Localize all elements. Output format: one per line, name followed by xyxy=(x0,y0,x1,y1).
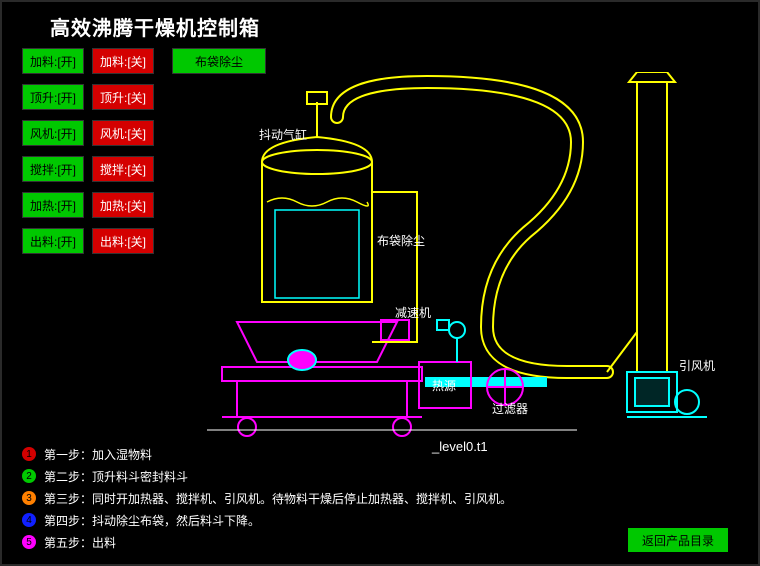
label-bagfilter: 布袋除尘 xyxy=(377,232,425,249)
step-number-dot: 4 xyxy=(22,513,36,527)
feed-on-button[interactable]: 加料:[开] xyxy=(22,48,84,74)
step-number-dot: 2 xyxy=(22,469,36,483)
step-row: 1 第一步：加入湿物料 xyxy=(22,444,512,464)
stir-off-button[interactable]: 搅拌:[关] xyxy=(92,156,154,182)
step-text: 第一步：加入湿物料 xyxy=(44,446,152,463)
feed-off-button[interactable]: 加料:[关] xyxy=(92,48,154,74)
control-button-grid: 加料:[开] 加料:[关] 顶升:[开] 顶升:[关] 风机:[开] 风机:[关… xyxy=(22,48,154,254)
discharge-off-button[interactable]: 出料:[关] xyxy=(92,228,154,254)
process-diagram: 抖动气缸 布袋除尘 减速机 热源 过滤器 引风机 xyxy=(167,72,717,452)
label-reducer: 减速机 xyxy=(395,304,431,321)
step-row: 2 第二步：顶升料斗密封料斗 xyxy=(22,466,512,486)
step-number-dot: 1 xyxy=(22,447,36,461)
heat-on-button[interactable]: 加热:[开] xyxy=(22,192,84,218)
label-fan: 引风机 xyxy=(679,357,715,374)
page-title: 高效沸腾干燥机控制箱 xyxy=(50,12,260,41)
steps-list: 1 第一步：加入湿物料 2 第二步：顶升料斗密封料斗 3 第三步：同时开加热器、搅拌机、引… xyxy=(22,444,512,554)
step-text: 第二步：顶升料斗密封料斗 xyxy=(44,468,188,485)
fan-on-button[interactable]: 风机:[开] xyxy=(22,120,84,146)
lift-off-button[interactable]: 顶升:[关] xyxy=(92,84,154,110)
lift-on-button[interactable]: 顶升:[开] xyxy=(22,84,84,110)
stir-on-button[interactable]: 搅拌:[开] xyxy=(22,156,84,182)
heat-off-button[interactable]: 加热:[关] xyxy=(92,192,154,218)
diagram-svg xyxy=(167,72,717,452)
fan-off-button[interactable]: 风机:[关] xyxy=(92,120,154,146)
step-text: 第三步：同时开加热器、搅拌机、引风机。待物料干燥后停止加热器、搅拌机、引风机。 xyxy=(44,490,512,507)
step-text: 第五步：出料 xyxy=(44,534,116,551)
label-heat: 热源 xyxy=(432,377,456,394)
return-button[interactable]: 返回产品目录 xyxy=(628,528,728,552)
step-row: 4 第四步：抖动除尘布袋，然后料斗下降。 xyxy=(22,510,512,530)
discharge-on-button[interactable]: 出料:[开] xyxy=(22,228,84,254)
label-cylinder: 抖动气缸 xyxy=(259,126,307,143)
bagfilter-button[interactable]: 布袋除尘 xyxy=(172,48,266,74)
step-text: 第四步：抖动除尘布袋，然后料斗下降。 xyxy=(44,512,260,529)
step-number-dot: 3 xyxy=(22,491,36,505)
step-row: 3 第三步：同时开加热器、搅拌机、引风机。待物料干燥后停止加热器、搅拌机、引风机。 xyxy=(22,488,512,508)
label-filter: 过滤器 xyxy=(492,400,528,417)
step-number-dot: 5 xyxy=(22,535,36,549)
step-row: 5 第五步：出料 xyxy=(22,532,512,552)
